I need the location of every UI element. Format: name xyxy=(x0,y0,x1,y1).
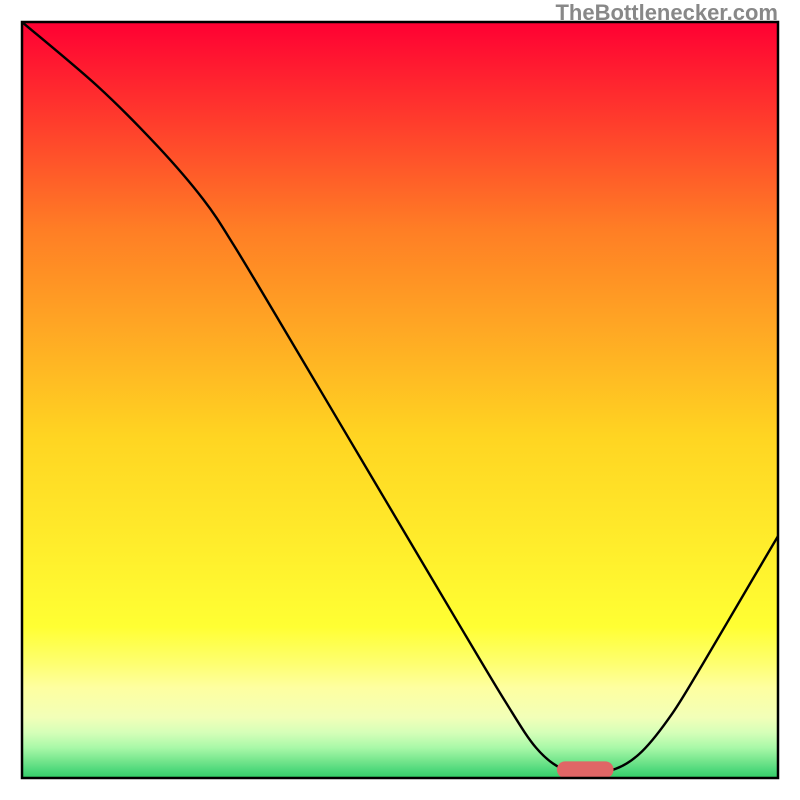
optimal-marker xyxy=(557,761,614,778)
chart-svg xyxy=(0,0,800,800)
chart-container: TheBottlenecker.com xyxy=(0,0,800,800)
watermark-text: TheBottlenecker.com xyxy=(555,0,778,26)
gradient-background xyxy=(22,22,778,778)
